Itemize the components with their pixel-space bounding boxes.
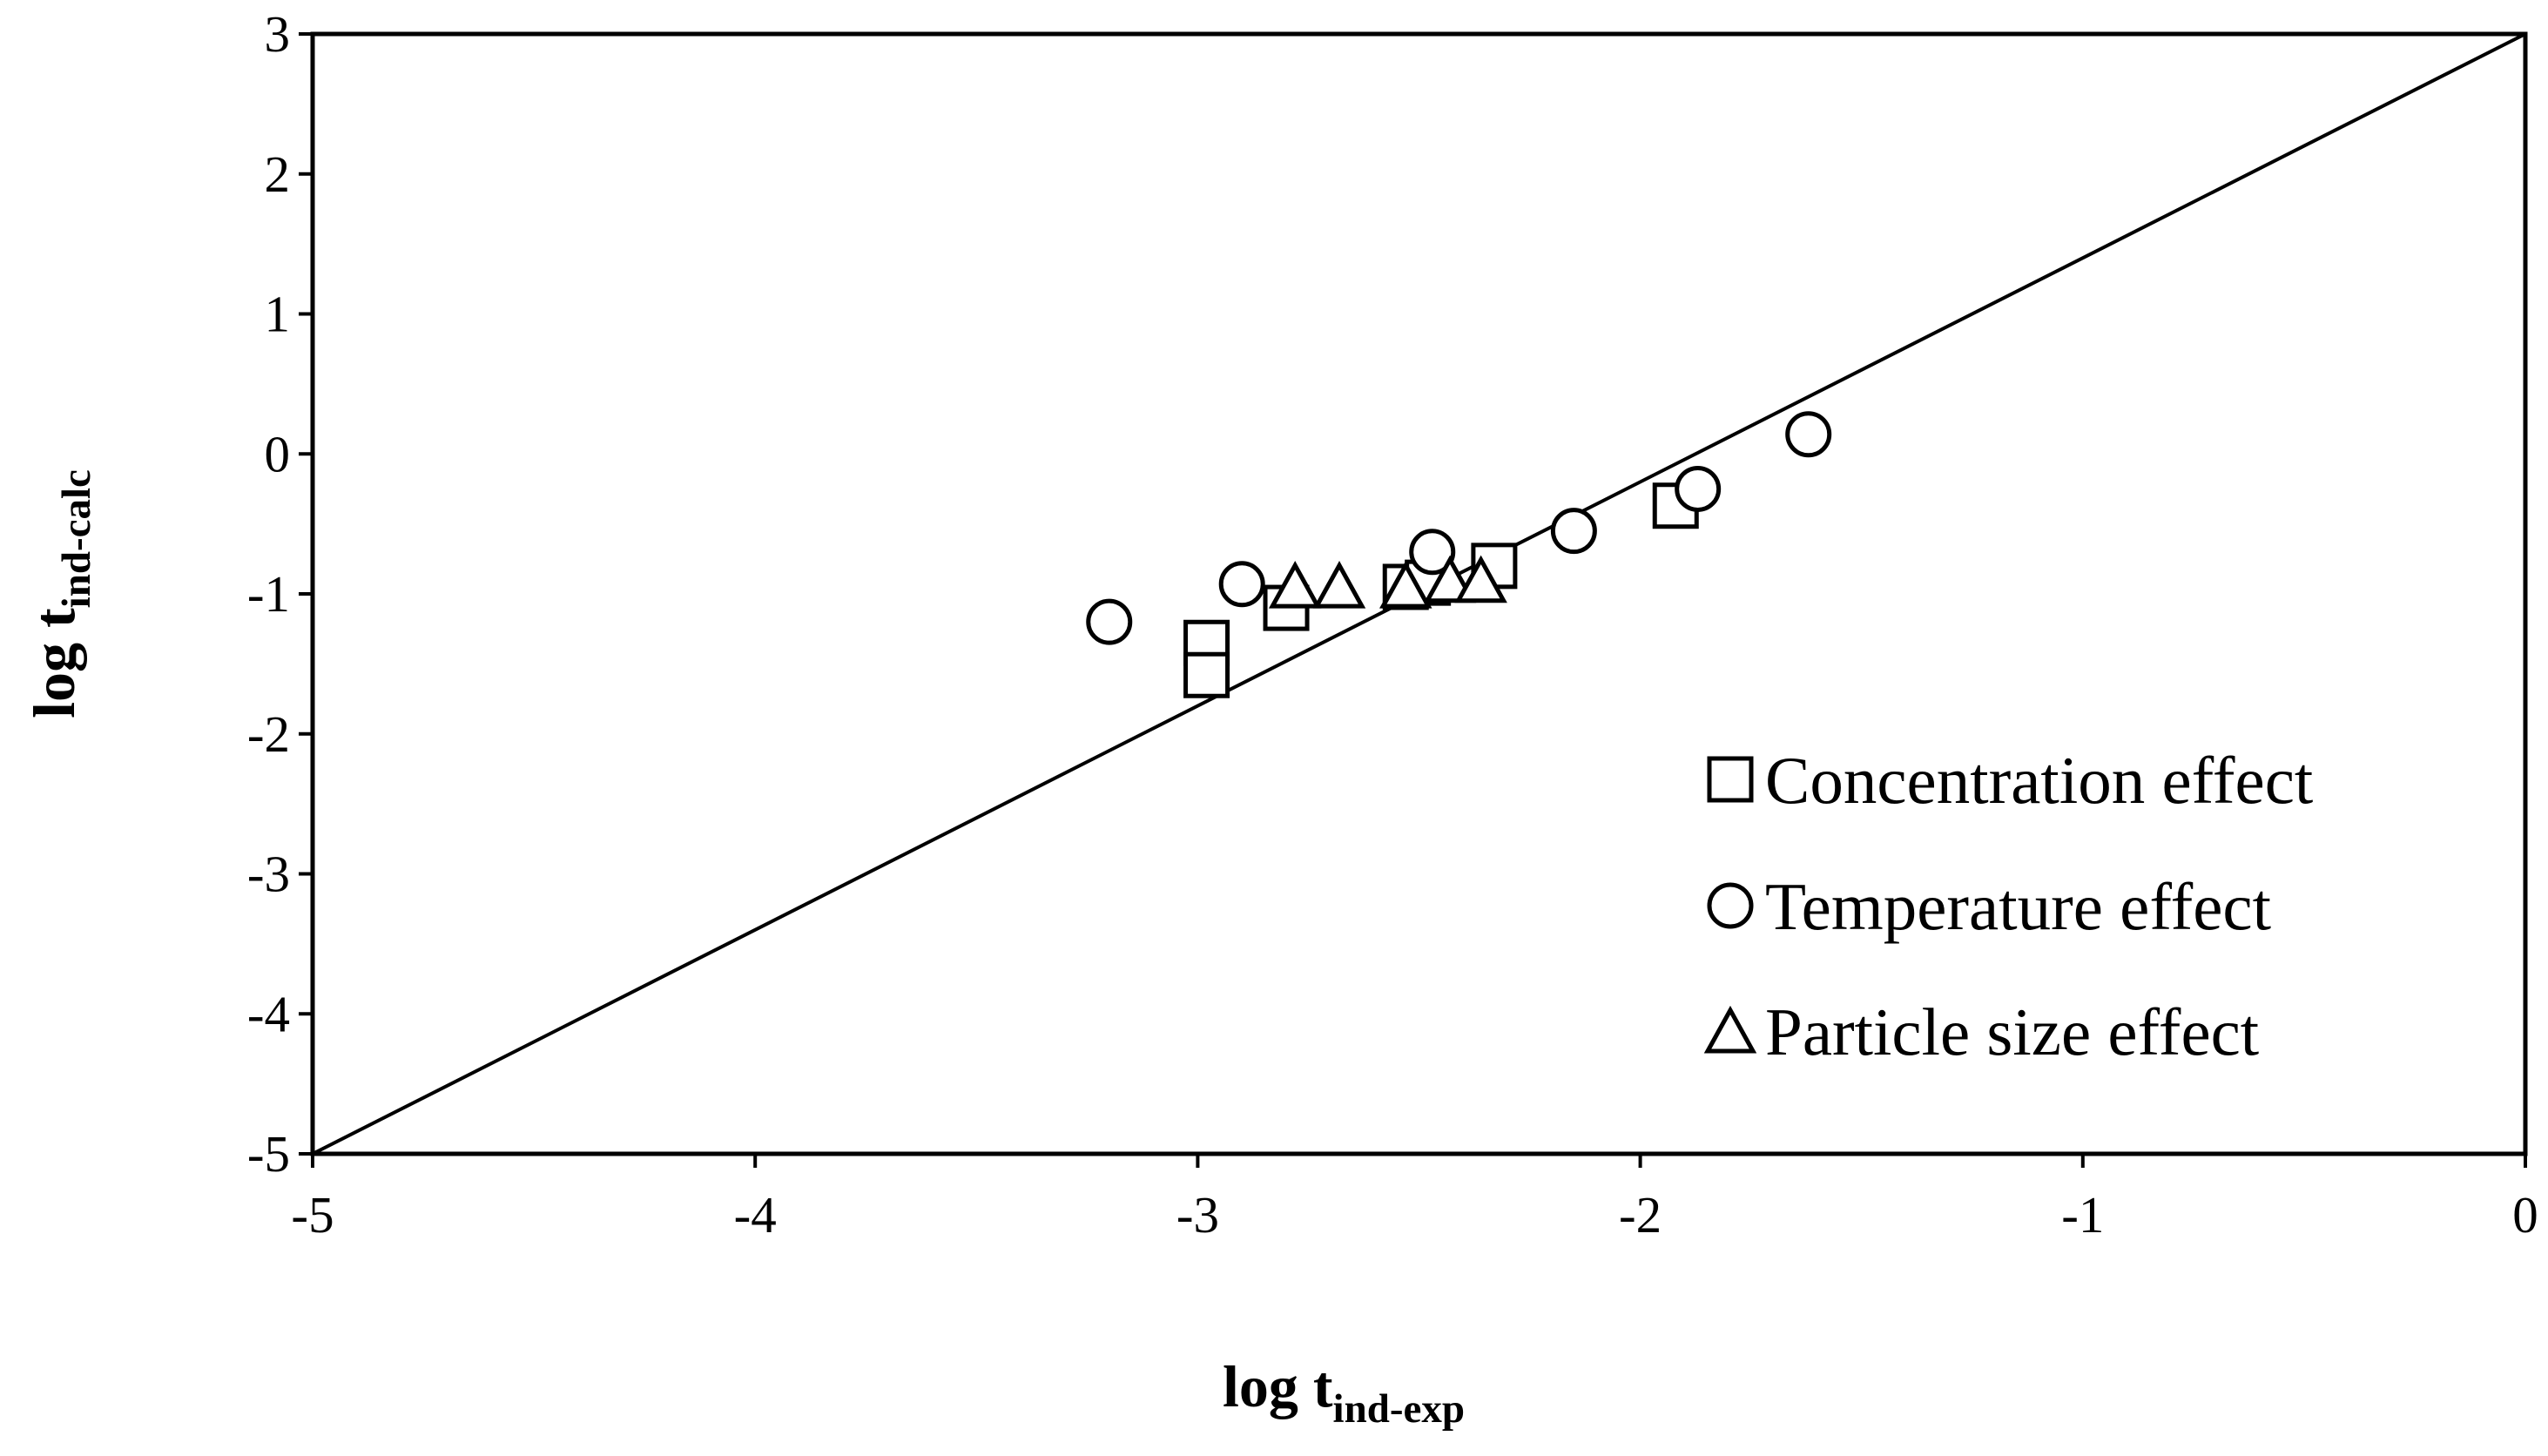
legend-marker-triangle (1703, 1005, 1757, 1054)
x-tick-label: -2 (1619, 1186, 1662, 1244)
y-tick-label: -5 (247, 1125, 290, 1183)
legend: Concentration effect Temperature effect … (1703, 743, 2313, 1069)
data-point-particle-size (1454, 555, 1507, 603)
data-point-concentration (1183, 651, 1230, 698)
axis-ticks: -5 -4 -3 -2 -1 0 -5 -4 -3 -2 -1 0 1 2 3 (247, 5, 2538, 1244)
y-tick-label: 0 (265, 425, 291, 482)
data-point-temperature (1785, 411, 1832, 458)
y-tick-label: 1 (265, 286, 291, 343)
y-tick-label: -3 (247, 846, 290, 903)
y-tick-label: 3 (265, 5, 291, 63)
data-point-temperature (1550, 508, 1597, 555)
data-point-particle-size (1312, 561, 1366, 609)
x-tick-label: -1 (2061, 1186, 2104, 1244)
x-tick-label: -4 (734, 1186, 777, 1244)
legend-label-concentration: Concentration effect (1765, 743, 2313, 818)
legend-marker-square (1707, 756, 1754, 803)
legend-marker-circle (1707, 882, 1754, 929)
y-tick-label: -2 (247, 705, 290, 763)
data-point-temperature (1409, 529, 1456, 576)
legend-label-temperature: Temperature effect (1765, 869, 2271, 944)
x-axis-title: log tind-exp (1223, 1353, 1465, 1432)
data-markers (1086, 411, 1832, 698)
data-point-particle-size (1268, 561, 1322, 609)
x-tick-label: -3 (1176, 1186, 1219, 1244)
legend-label-particle-size: Particle size effect (1765, 994, 2259, 1069)
x-axis-title-subscript: ind-exp (1333, 1386, 1466, 1432)
data-point-temperature (1086, 598, 1133, 645)
y-axis-title: log tind-calc (21, 469, 99, 718)
y-axis-title-subscript: ind-calc (54, 469, 99, 608)
x-tick-label: -5 (291, 1186, 334, 1244)
y-tick-label: -4 (247, 985, 290, 1042)
x-axis-title-main: log t (1223, 1353, 1333, 1419)
data-point-particle-size (1423, 555, 1477, 603)
y-axis-title-main: log t (21, 608, 87, 718)
y-tick-label: 2 (265, 145, 291, 203)
data-point-temperature (1218, 561, 1265, 608)
y-tick-label: -1 (247, 565, 290, 623)
x-tick-label: 0 (2512, 1186, 2538, 1244)
data-point-temperature (1675, 465, 1722, 512)
data-point-particle-size (1379, 561, 1432, 609)
